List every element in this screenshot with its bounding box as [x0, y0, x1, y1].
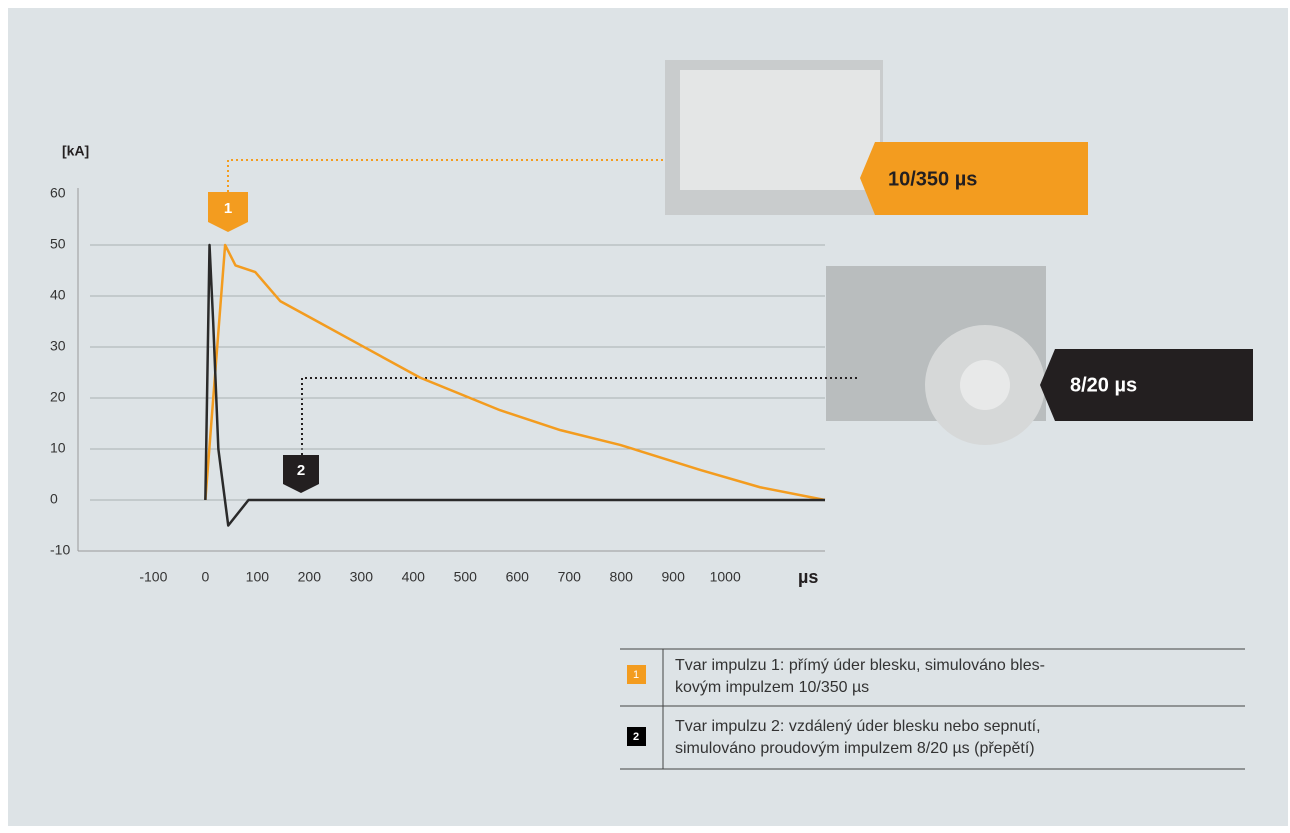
y-tick-label: 0	[50, 491, 58, 507]
marker-number: 1	[224, 200, 232, 217]
x-tick-label: -100	[139, 569, 167, 585]
x-tick-label: 900	[662, 569, 686, 585]
x-tick-label: 1000	[710, 569, 741, 585]
x-tick-label: 800	[610, 569, 634, 585]
callout-label: 8/20 µs	[1070, 374, 1137, 396]
x-tick-label: 0	[201, 569, 209, 585]
x-tick-label: 300	[350, 569, 374, 585]
photo-detail	[680, 70, 880, 190]
y-tick-label: 30	[50, 338, 66, 354]
x-tick-label: 500	[454, 569, 478, 585]
y-axis-label: [kA]	[62, 143, 89, 159]
callout-label: 10/350 µs	[888, 168, 977, 190]
legend-text: kovým impulzem 10/350 µs	[675, 679, 869, 696]
marker-number: 2	[297, 462, 305, 479]
legend-text: Tvar impulzu 2: vzdálený úder blesku neb…	[675, 718, 1041, 735]
chart: 10/350 µs 8/20 µs 1 2 [kA] µs 1 2 Tvar i…	[0, 0, 1290, 833]
page: 10/350 µs 8/20 µs 1 2 [kA] µs 1 2 Tvar i…	[0, 0, 1290, 833]
x-tick-label: 600	[506, 569, 530, 585]
photo-detail	[960, 360, 1010, 410]
x-tick-label: 200	[298, 569, 322, 585]
legend-number: 2	[633, 731, 639, 743]
x-tick-label: 400	[402, 569, 426, 585]
y-tick-label: 40	[50, 287, 66, 303]
y-tick-label: 60	[50, 185, 66, 201]
x-tick-label: 700	[558, 569, 582, 585]
legend-number: 1	[633, 669, 639, 681]
x-tick-label: 100	[246, 569, 270, 585]
x-axis-label: µs	[798, 567, 818, 587]
y-tick-label: 50	[50, 236, 66, 252]
y-tick-label: 10	[50, 440, 66, 456]
y-tick-label: -10	[50, 542, 70, 558]
legend-text: Tvar impulzu 1: přímý úder blesku, simul…	[675, 657, 1045, 674]
legend-text: simulováno proudovým impulzem 8/20 µs (p…	[675, 740, 1035, 757]
y-tick-label: 20	[50, 389, 66, 405]
